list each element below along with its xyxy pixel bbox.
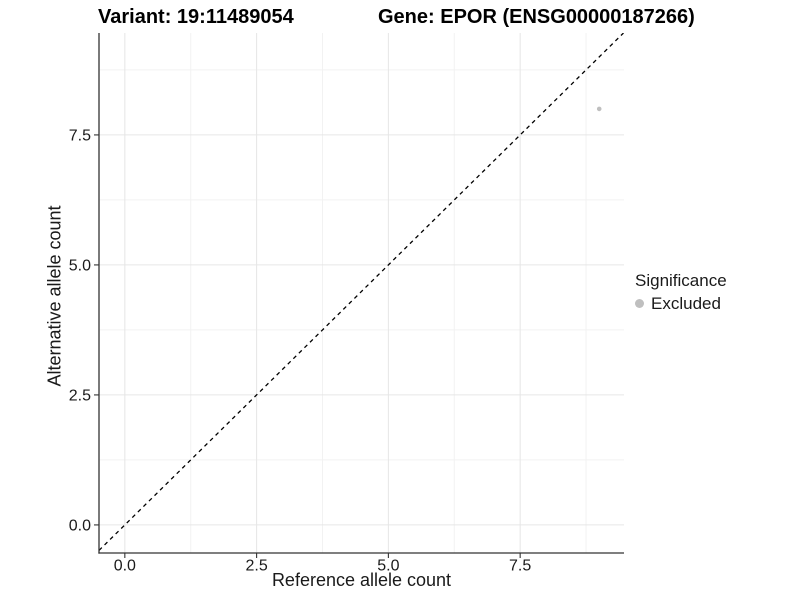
plot-title-gene: Gene: EPOR (ENSG00000187266)	[378, 6, 695, 28]
y-tick-label: 7.5	[69, 127, 91, 144]
identity-dashed-line	[99, 33, 624, 551]
legend-title: Significance	[635, 271, 727, 290]
y-tick-label: 0.0	[69, 517, 91, 534]
legend: Significance Excluded	[635, 271, 727, 313]
x-axis-label: Reference allele count	[271, 570, 452, 590]
x-tick-label: 2.5	[245, 558, 267, 575]
y-tick-label: 2.5	[69, 387, 91, 404]
plot-title-variant: Variant: 19:11489054	[98, 6, 294, 28]
x-tick-label: 7.5	[509, 558, 531, 575]
legend-point-icon	[635, 299, 644, 308]
y-axis-label: Alternative allele count	[44, 205, 65, 387]
x-tick-label: 5.0	[377, 558, 399, 575]
y-tick-label: 5.0	[69, 257, 91, 274]
legend-item-excluded: Excluded	[635, 294, 727, 313]
data-point	[596, 106, 602, 112]
x-tick-label: 0.0	[114, 558, 136, 575]
legend-item-label: Excluded	[651, 294, 721, 313]
